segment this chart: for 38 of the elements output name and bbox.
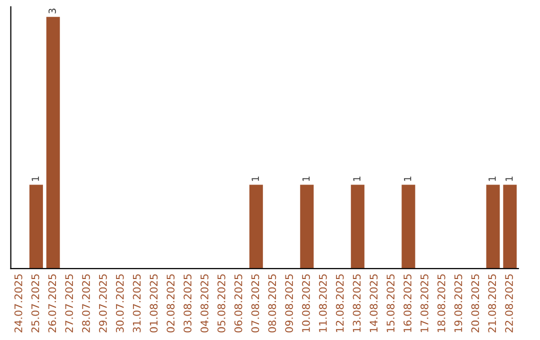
x-tick-label: 09.08.2025: [285, 274, 293, 332]
x-tick-label: 22.08.2025: [505, 274, 513, 332]
x-tick-label: 16.08.2025: [404, 274, 412, 332]
x-tick-label: 06.08.2025: [234, 274, 242, 332]
x-tick-label: 31.07.2025: [132, 274, 141, 332]
x-tick-label: 27.07.2025: [65, 274, 74, 332]
x-tick-label: 02.08.2025: [166, 274, 175, 332]
x-tick-label: 24.07.2025: [14, 274, 22, 332]
x-tick-label: 11.08.2025: [318, 274, 327, 332]
x-tick-label: 18.08.2025: [437, 274, 446, 332]
data-label: 3: [48, 8, 56, 14]
data-label: 1: [302, 176, 310, 181]
x-tick-label: 28.07.2025: [82, 274, 90, 332]
x-tick-label: 12.08.2025: [336, 274, 344, 332]
x-tick-label: 08.08.2025: [268, 274, 276, 332]
x-tick-label: 26.07.2025: [48, 274, 56, 332]
x-tick-label: 25.07.2025: [31, 274, 40, 332]
x-tick-label: 19.08.2025: [454, 274, 462, 332]
x-tick-label: 15.08.2025: [386, 274, 395, 332]
x-tick-label: 17.08.2025: [420, 274, 428, 332]
x-tick-label: 14.08.2025: [370, 274, 378, 332]
data-label: 1: [252, 176, 259, 181]
data-label: 1: [506, 176, 513, 181]
x-tick-label: 29.07.2025: [99, 274, 107, 332]
x-tick-label: 05.08.2025: [217, 274, 226, 332]
x-tick-label: 30.07.2025: [116, 274, 124, 332]
data-label: 1: [488, 176, 496, 181]
x-tick-label: 04.08.2025: [200, 274, 208, 332]
x-tick-label: 20.08.2025: [471, 274, 480, 332]
x-tick-label: 01.08.2025: [150, 274, 158, 332]
x-tick-label: 03.08.2025: [184, 274, 192, 332]
x-tick-label: 21.08.2025: [488, 274, 496, 332]
data-label: 1: [353, 176, 360, 181]
x-tick-label: 07.08.2025: [251, 274, 260, 332]
x-tick-label: 10.08.2025: [302, 274, 310, 332]
x-tick-label: 13.08.2025: [352, 274, 361, 332]
data-label: 1: [404, 176, 412, 181]
data-label: 1: [32, 176, 39, 181]
